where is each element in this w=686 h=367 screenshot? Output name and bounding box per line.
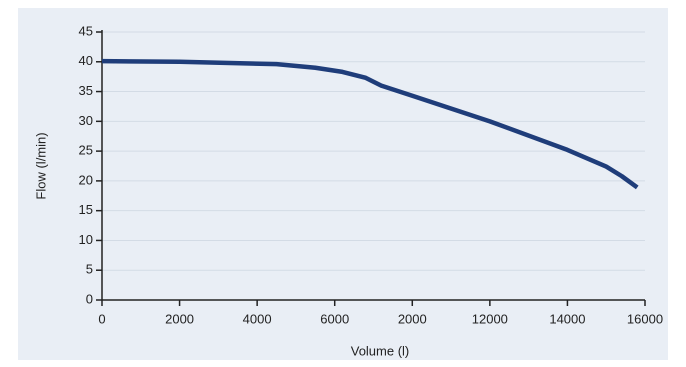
x-tick-label: 4000 xyxy=(243,311,272,326)
chart-background xyxy=(18,8,668,360)
x-tick-label: 14000 xyxy=(549,311,585,326)
x-axis-label: Volume (l) xyxy=(351,343,410,358)
y-tick-label: 15 xyxy=(79,202,93,217)
data-line xyxy=(101,58,639,190)
y-tick-label: 0 xyxy=(86,291,93,306)
y-tick-label: 5 xyxy=(86,262,93,277)
x-tick-label: 2000 xyxy=(165,311,194,326)
x-tick-label: 16000 xyxy=(627,311,663,326)
x-tick-label: 12000 xyxy=(472,311,508,326)
y-tick-label: 10 xyxy=(79,232,93,247)
y-tick-label: 35 xyxy=(79,83,93,98)
y-tick-label: 20 xyxy=(79,172,93,187)
y-tick-label: 30 xyxy=(79,113,93,128)
x-tick-label: 6000 xyxy=(320,311,349,326)
x-tick-label: 2000 xyxy=(398,311,427,326)
y-tick-label: 40 xyxy=(79,53,93,68)
y-tick-label: 45 xyxy=(79,23,93,38)
x-tick-label: 0 xyxy=(98,311,105,326)
y-axis-label: Flow (l/min) xyxy=(33,132,48,199)
y-tick-label: 25 xyxy=(79,143,93,158)
